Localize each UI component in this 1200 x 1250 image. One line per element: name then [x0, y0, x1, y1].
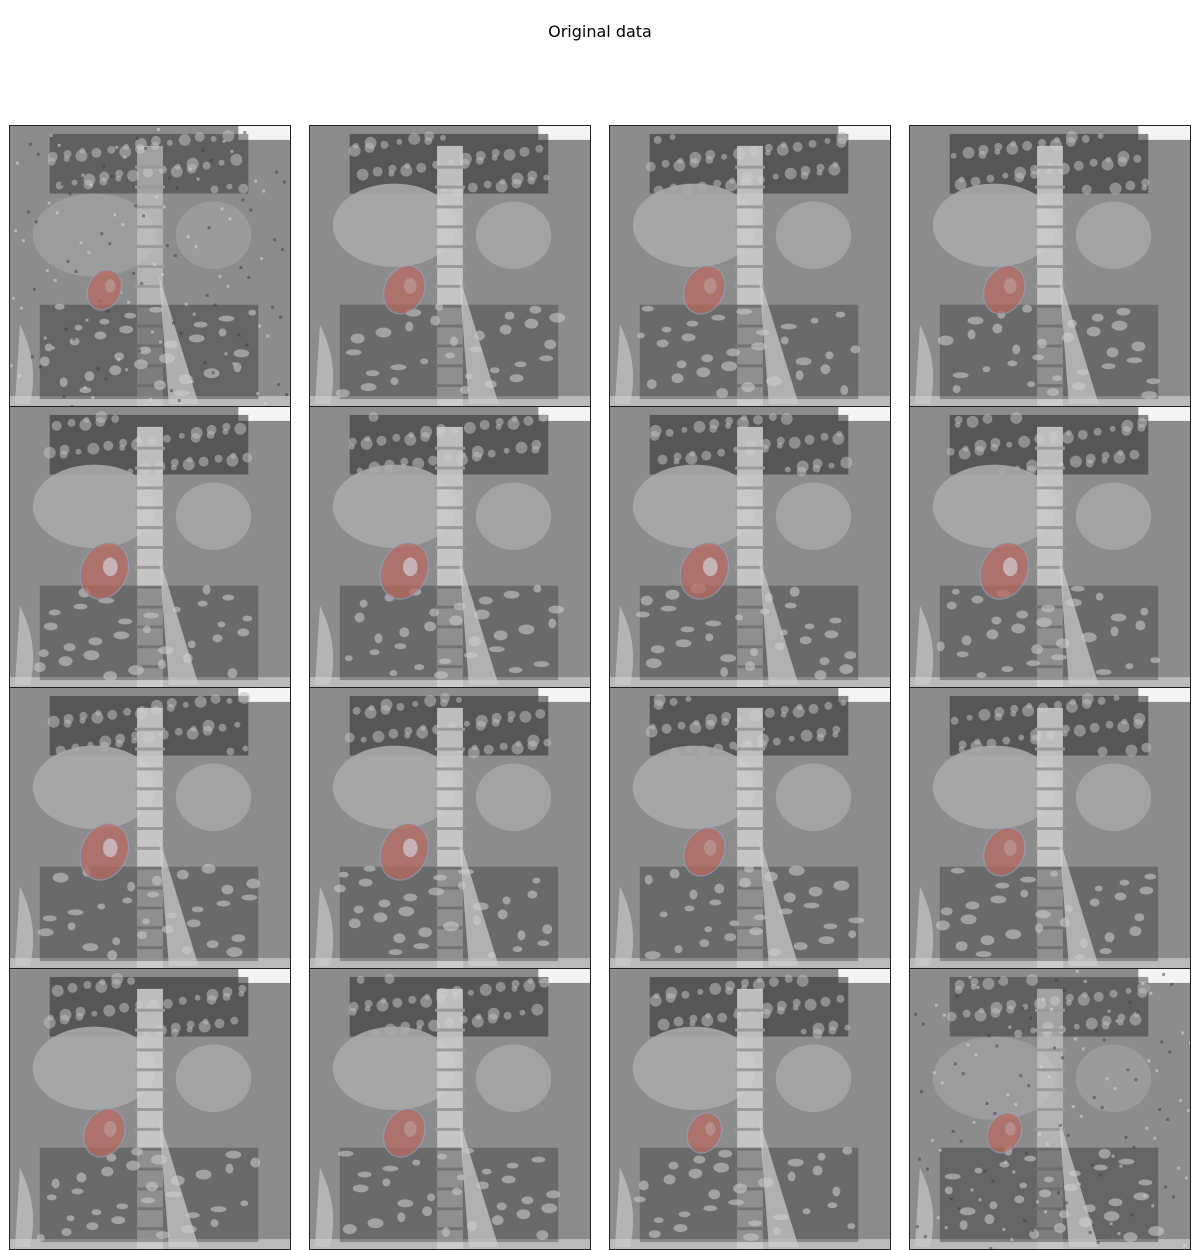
kidney-mask [683, 827, 726, 877]
scan-slice-6 [309, 406, 591, 688]
scan-slice-9 [9, 687, 291, 969]
scan-slice-1 [9, 125, 291, 407]
kidney-mask [686, 1112, 723, 1154]
scan-slice-14 [309, 968, 591, 1250]
scan-slice-11 [609, 687, 891, 969]
kidney-mask [83, 1108, 126, 1158]
kidney-mask [383, 1108, 426, 1158]
kidney-mask [983, 827, 1026, 877]
kidney-mask [383, 265, 426, 315]
scan-slice-2 [309, 125, 591, 407]
scan-slice-4 [909, 125, 1191, 407]
scan-slice-7 [609, 406, 891, 688]
kidney-mask [983, 265, 1026, 315]
kidney-mask [86, 269, 123, 311]
scan-slice-15 [609, 968, 891, 1250]
scan-slice-3 [609, 125, 891, 407]
scan-slice-13 [9, 968, 291, 1250]
kidney-mask [683, 265, 726, 315]
scan-slice-12 [909, 687, 1191, 969]
image-grid [9, 125, 1192, 1250]
scan-slice-10 [309, 687, 591, 969]
scan-slice-5 [9, 406, 291, 688]
kidney-mask [986, 1112, 1023, 1154]
scan-slice-8 [909, 406, 1191, 688]
scan-slice-16 [909, 968, 1191, 1250]
figure-title: Original data [548, 22, 652, 41]
